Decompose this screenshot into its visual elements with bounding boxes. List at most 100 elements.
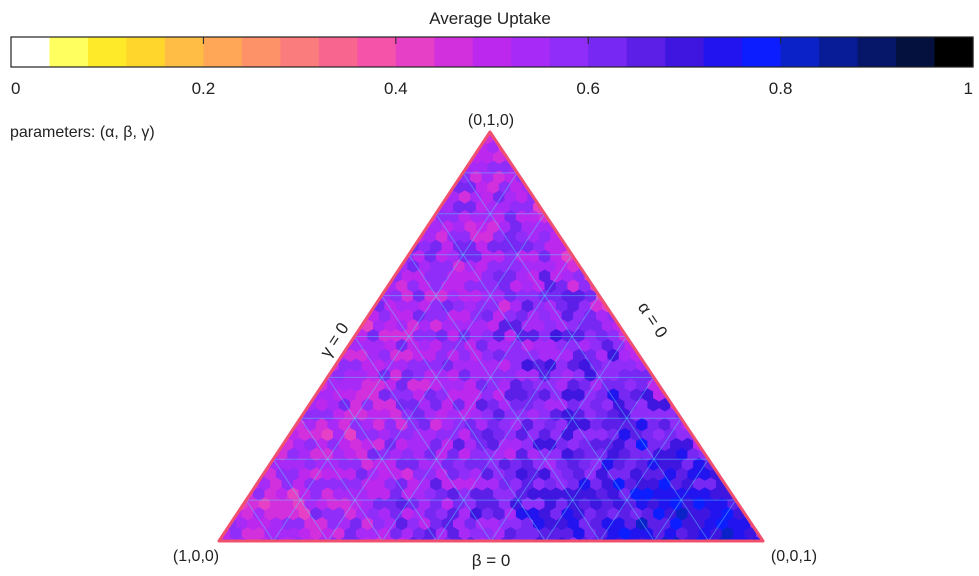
triangle-outline (217, 130, 765, 543)
hexbin-cell (710, 447, 723, 462)
hexbin-cell (350, 536, 363, 541)
colorbar-bin (857, 37, 897, 67)
hexbin-cell (315, 536, 328, 541)
colorbar-bin (126, 37, 166, 67)
hexbin-cell (613, 536, 626, 541)
colorbar-bin (896, 37, 936, 67)
hexbin-cell (361, 536, 374, 541)
colorbar-bin (703, 37, 743, 67)
grid-line (327, 213, 546, 541)
colorbar-bin (626, 37, 666, 67)
hexbin-cell (219, 526, 220, 541)
hexbin-cell (304, 536, 317, 541)
hexbin-cell (441, 536, 454, 541)
hexbin-cell (630, 328, 643, 343)
colorbar-bin (472, 37, 512, 67)
colorbar-tick-label: 0 (11, 79, 20, 98)
colorbar-bin (318, 37, 358, 67)
colorbar-frame (10, 36, 974, 68)
hexbin-cell (310, 368, 323, 383)
hexbin-cell (715, 457, 729, 472)
hexbin-cell (578, 536, 591, 541)
hexbin-cell (338, 536, 351, 541)
hexbin-cell (384, 536, 397, 541)
hexbin-cell (635, 536, 649, 541)
hexbin-cell (693, 418, 706, 432)
grid-line (653, 458, 709, 541)
grid-line (381, 254, 573, 541)
hexbin-cell (613, 299, 626, 314)
hexbin-cell (510, 140, 523, 155)
hexbin-cell (738, 536, 751, 541)
colorbar-tick-label: 0.2 (192, 79, 216, 98)
hexbin-cell (567, 536, 580, 541)
ternary-grid (245, 172, 737, 541)
hexbin-cell (475, 536, 488, 541)
hexbin-cell (675, 388, 689, 403)
hexbin-cell (224, 497, 237, 512)
colorbar-bin (934, 37, 974, 67)
hexbin-cell (533, 536, 546, 541)
hexbin-cell (515, 150, 529, 165)
hexbin-cell (498, 536, 511, 541)
hexbin-cell (424, 190, 437, 205)
hexbin-cell (241, 467, 254, 482)
hexbin-cell (430, 536, 443, 541)
hexbin-cell (315, 358, 328, 373)
colorbar-bin (395, 37, 435, 67)
colorbar-title: Average Uptake (429, 9, 551, 28)
hexbin-cell (727, 536, 740, 541)
grid-line (435, 213, 655, 541)
hexbin-cell (590, 536, 603, 541)
colorbar-bin (742, 37, 782, 67)
hexbin-cell (533, 180, 546, 195)
hexbin-cell (768, 527, 779, 540)
grid-line (326, 377, 438, 541)
hexbin-cell (378, 269, 391, 284)
grid-line (272, 458, 329, 541)
grid-line (599, 418, 682, 541)
colorbar-bin (549, 37, 589, 67)
hexbin-cell (704, 437, 717, 452)
hexbin-cell (304, 378, 317, 393)
hexbin-cell (527, 170, 540, 185)
hexbin-cell (287, 408, 300, 423)
hexbin-cell (412, 210, 426, 225)
colorbar-bin (280, 37, 320, 67)
hexbin-cells (219, 132, 779, 541)
grid-line (381, 295, 546, 541)
hexbin-cell (601, 279, 614, 294)
hexbin-cell (395, 239, 408, 254)
hexbin-cell (693, 536, 706, 541)
hexbin-cell (247, 536, 260, 541)
hexbin-cell (224, 536, 237, 541)
colorbar (11, 37, 974, 67)
hexbin-cell (418, 536, 431, 541)
hexbin-cell (235, 536, 248, 541)
hexbin-cell (401, 229, 414, 244)
grid-line (245, 499, 274, 541)
colorbar-tick-label: 0.8 (769, 79, 793, 98)
hexbin-cell (395, 536, 408, 541)
colorbar-bin (164, 37, 204, 67)
hexbin-cell (601, 536, 614, 541)
hexbin-cell (658, 536, 671, 541)
hexbin-cell (292, 536, 306, 541)
grid-line (544, 377, 655, 541)
hexbin-cell (292, 398, 306, 413)
colorbar-bin (49, 37, 89, 67)
hexbin-cell (298, 388, 311, 403)
edge-label-right: α = 0 (634, 299, 671, 342)
hexbin-cell (635, 338, 649, 353)
colorbar-bin (780, 37, 820, 67)
hexbin-cell (510, 536, 523, 541)
hexbin-cell (219, 507, 231, 522)
grid-line (436, 295, 600, 541)
colorbar-ticks: 0 0.2 0.4 0.6 0.8 1 (10, 37, 974, 98)
hexbin-cell (687, 408, 700, 423)
colorbar-bin (434, 37, 474, 67)
hexbin-cell (538, 190, 551, 205)
parameters-label: parameters: (α, β, γ) (10, 124, 155, 141)
hexbin-cell (219, 517, 225, 531)
colorbar-tick-label: 0.6 (576, 79, 600, 98)
